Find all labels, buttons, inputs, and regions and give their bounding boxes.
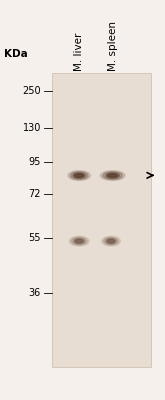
Ellipse shape	[106, 173, 119, 178]
Ellipse shape	[108, 239, 115, 243]
Ellipse shape	[75, 174, 83, 177]
Ellipse shape	[108, 174, 117, 177]
Text: KDa: KDa	[4, 49, 27, 59]
Ellipse shape	[106, 238, 116, 244]
Text: 55: 55	[28, 233, 41, 243]
Text: 72: 72	[28, 189, 41, 199]
Text: M. liver: M. liver	[74, 32, 84, 71]
Ellipse shape	[104, 237, 118, 245]
Text: 36: 36	[29, 288, 41, 298]
Text: 95: 95	[29, 157, 41, 167]
Ellipse shape	[71, 237, 87, 245]
Ellipse shape	[74, 238, 84, 244]
Text: 250: 250	[22, 86, 41, 96]
Ellipse shape	[102, 236, 120, 246]
Ellipse shape	[68, 171, 90, 180]
Ellipse shape	[70, 172, 88, 179]
Text: M. spleen: M. spleen	[108, 21, 118, 71]
Ellipse shape	[73, 173, 85, 178]
Ellipse shape	[100, 171, 125, 180]
Ellipse shape	[69, 236, 89, 246]
Text: 130: 130	[23, 124, 41, 134]
Ellipse shape	[103, 172, 122, 179]
Ellipse shape	[76, 239, 83, 243]
FancyBboxPatch shape	[52, 73, 151, 367]
